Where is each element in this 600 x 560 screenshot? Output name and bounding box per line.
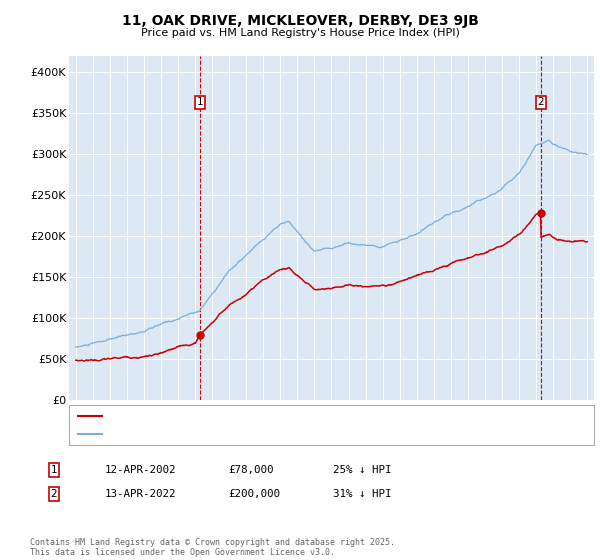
Text: 11, OAK DRIVE, MICKLEOVER, DERBY, DE3 9JB (detached house): 11, OAK DRIVE, MICKLEOVER, DERBY, DE3 9J… — [106, 411, 427, 421]
Text: HPI: Average price, detached house, City of Derby: HPI: Average price, detached house, City… — [106, 429, 356, 439]
Text: 2: 2 — [50, 489, 58, 499]
Text: £78,000: £78,000 — [228, 465, 274, 475]
Text: £200,000: £200,000 — [228, 489, 280, 499]
Text: 2: 2 — [538, 97, 544, 108]
Text: 11, OAK DRIVE, MICKLEOVER, DERBY, DE3 9JB: 11, OAK DRIVE, MICKLEOVER, DERBY, DE3 9J… — [122, 14, 478, 28]
Text: 31% ↓ HPI: 31% ↓ HPI — [333, 489, 392, 499]
Text: 25% ↓ HPI: 25% ↓ HPI — [333, 465, 392, 475]
Text: Contains HM Land Registry data © Crown copyright and database right 2025.
This d: Contains HM Land Registry data © Crown c… — [30, 538, 395, 557]
Text: 1: 1 — [197, 97, 203, 108]
Text: 1: 1 — [50, 465, 58, 475]
Text: 13-APR-2022: 13-APR-2022 — [105, 489, 176, 499]
Text: Price paid vs. HM Land Registry's House Price Index (HPI): Price paid vs. HM Land Registry's House … — [140, 28, 460, 38]
Text: 12-APR-2002: 12-APR-2002 — [105, 465, 176, 475]
